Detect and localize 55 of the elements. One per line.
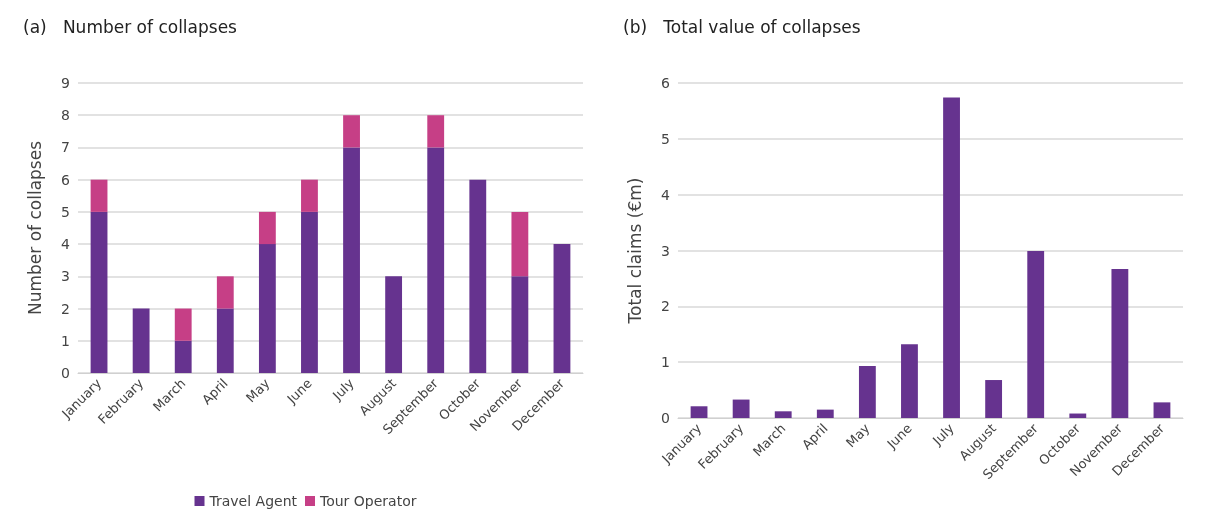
y-tick-label: 9 (61, 75, 70, 91)
bar (343, 115, 360, 148)
y-tick-label: 5 (61, 203, 70, 220)
y-axis-title: Total claims (€m) (624, 177, 645, 325)
bar (174, 308, 192, 341)
bar (427, 115, 445, 148)
chart-title: (a) Number of collapses (23, 16, 238, 37)
bar (90, 211, 108, 373)
y-tick-label: 2 (661, 298, 670, 315)
bar (985, 380, 1003, 418)
bar (90, 179, 108, 212)
bar (816, 409, 834, 418)
bar (216, 276, 234, 309)
legend-label: Tour Operator (319, 493, 417, 509)
bar (901, 344, 918, 418)
y-tick-label: 7 (61, 139, 70, 156)
bar (553, 244, 571, 373)
bar (774, 411, 792, 418)
y-tick-label: 0 (661, 410, 670, 426)
bar (174, 340, 192, 373)
y-tick-label: 4 (661, 186, 671, 203)
bar (258, 244, 276, 373)
bar (343, 147, 360, 373)
bar (1069, 413, 1087, 418)
bar (1111, 268, 1129, 418)
bar (216, 308, 234, 373)
y-tick-label: 3 (661, 242, 670, 259)
y-tick-label: 6 (61, 171, 71, 188)
bar (301, 211, 318, 373)
bar (690, 406, 708, 418)
chart-title: (b) Total value of collapses (623, 16, 861, 37)
bar (385, 276, 403, 373)
bar (511, 276, 529, 373)
y-tick-label: 1 (661, 354, 670, 371)
y-tick-label: 3 (61, 268, 70, 285)
y-tick-label: 8 (61, 107, 70, 124)
y-tick-label: 1 (61, 332, 70, 349)
y-tick-label: 5 (661, 130, 670, 147)
bar (511, 211, 529, 277)
legend-label: Travel Agent (208, 493, 298, 509)
bar (858, 366, 876, 418)
bar (258, 211, 276, 245)
y-axis-title: Number of collapses (24, 140, 45, 316)
bar (427, 147, 445, 373)
y-tick-label: 2 (61, 300, 70, 317)
bar (1027, 251, 1045, 418)
bar (469, 179, 487, 373)
bar (943, 97, 960, 418)
bar (301, 179, 318, 212)
bar (732, 399, 750, 418)
bar (1153, 402, 1171, 418)
bar (132, 308, 150, 373)
y-tick-label: 0 (61, 365, 70, 381)
y-tick-label: 6 (661, 75, 671, 91)
y-tick-label: 4 (61, 236, 71, 253)
